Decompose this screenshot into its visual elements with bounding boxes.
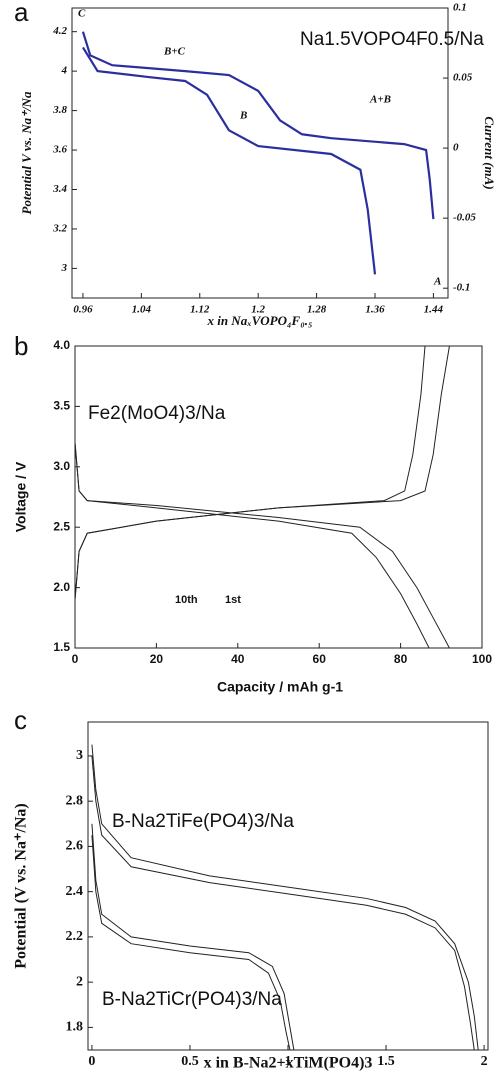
y-tick-label: 4 bbox=[61, 65, 68, 77]
y-tick-label: 3.6 bbox=[52, 144, 67, 156]
y-tick-label: 3.5 bbox=[53, 399, 70, 413]
y-tick-label: 2 bbox=[76, 974, 83, 989]
x-tick-label: 1.12 bbox=[190, 304, 210, 316]
y2-tick-label: -0.1 bbox=[453, 282, 470, 294]
y-tick-label: 4.0 bbox=[53, 338, 70, 352]
annotation: A bbox=[433, 276, 441, 288]
y-tick-label: 2.6 bbox=[66, 839, 84, 854]
annotation-title: Na1.5VOPO4F0.5/Na bbox=[300, 29, 484, 50]
y2-tick-label: 0.1 bbox=[453, 2, 467, 14]
x-tick-label: 1.2 bbox=[251, 304, 265, 316]
annotation: B bbox=[239, 110, 247, 122]
annotation: 10th bbox=[175, 594, 198, 606]
data-line bbox=[91, 744, 479, 1051]
y-tick-label: 3.8 bbox=[52, 104, 67, 116]
x-tick-label: 80 bbox=[394, 652, 408, 666]
plot-frame bbox=[71, 7, 449, 299]
x-axis-label: x in B-Na2+xTiM(PO4)3 bbox=[204, 1055, 373, 1071]
x-tick-label: 20 bbox=[150, 652, 164, 666]
annotation-title: B-Na2TiCr(PO4)3/Na bbox=[102, 989, 282, 1010]
data-line bbox=[74, 442, 450, 649]
y-tick-label: 3.0 bbox=[53, 459, 70, 473]
x-tick-label: 40 bbox=[231, 652, 245, 666]
annotation-title: Fe2(MoO4)3/Na bbox=[88, 403, 226, 424]
data-line bbox=[74, 345, 450, 600]
y-tick-label: 2.5 bbox=[53, 519, 70, 533]
panel-label: a bbox=[14, 0, 29, 27]
y-tick-label: 1.5 bbox=[53, 640, 70, 654]
x-tick-label: 100 bbox=[472, 652, 492, 666]
y-axis-label: Potential V vs. Na⁺/Na bbox=[19, 91, 34, 214]
x-tick-label: 60 bbox=[313, 652, 327, 666]
y-tick-label: 2.8 bbox=[66, 793, 84, 808]
annotation-title: B-Na2TiFe(PO4)3/Na bbox=[112, 811, 294, 832]
annotation: A+B bbox=[369, 94, 391, 106]
y-tick-label: 3.2 bbox=[52, 222, 67, 234]
data-line bbox=[74, 442, 430, 649]
y2-tick-label: 0.05 bbox=[453, 72, 473, 84]
x-tick-label: 1.28 bbox=[307, 304, 327, 316]
x-axis-label: x in NaₓVOPO₄F₀.₅ bbox=[206, 313, 312, 328]
y2-axis-label: Current (mA) bbox=[482, 116, 497, 189]
panel-label: c bbox=[14, 705, 27, 735]
panel-label: b bbox=[14, 331, 28, 361]
x-tick-label: 0.5 bbox=[181, 1054, 199, 1069]
y-tick-label: 3 bbox=[61, 262, 68, 274]
y-tick-label: 1.8 bbox=[66, 1020, 84, 1035]
y-tick-label: 4.2 bbox=[52, 25, 67, 37]
x-tick-label: 0 bbox=[72, 652, 79, 666]
x-tick-label: 0 bbox=[88, 1054, 95, 1069]
data-line bbox=[82, 46, 377, 275]
y-tick-label: 2.4 bbox=[66, 884, 84, 899]
y2-tick-label: 0 bbox=[453, 142, 459, 154]
x-tick-label: 1 bbox=[285, 1054, 292, 1069]
data-line bbox=[81, 31, 435, 220]
x-tick-label: 2 bbox=[481, 1054, 488, 1069]
x-axis-label: Capacity / mAh g-1 bbox=[217, 679, 343, 695]
y-tick-label: 2.2 bbox=[66, 929, 84, 944]
data-line bbox=[91, 755, 475, 1051]
x-tick-label: 1.04 bbox=[132, 304, 152, 316]
annotation: 1st bbox=[225, 594, 241, 606]
x-tick-label: 1.36 bbox=[365, 304, 385, 316]
x-tick-label: 0.96 bbox=[73, 304, 93, 316]
y-axis-label: Voltage / V bbox=[13, 461, 29, 532]
annotation: C bbox=[78, 8, 86, 20]
data-line bbox=[91, 823, 295, 1051]
annotation: B+C bbox=[163, 46, 186, 58]
plot-frame bbox=[74, 345, 483, 649]
x-tick-label: 1.5 bbox=[377, 1054, 395, 1069]
y2-tick-label: -0.05 bbox=[453, 212, 476, 224]
y-tick-label: 3 bbox=[76, 748, 83, 763]
x-tick-label: 1.44 bbox=[424, 304, 444, 316]
y-tick-label: 3.4 bbox=[52, 183, 67, 195]
y-axis-label: Potential (V vs. Na⁺/Na) bbox=[13, 803, 30, 968]
data-line bbox=[91, 835, 291, 1051]
data-line bbox=[74, 345, 426, 600]
y-tick-label: 2.0 bbox=[53, 580, 70, 594]
